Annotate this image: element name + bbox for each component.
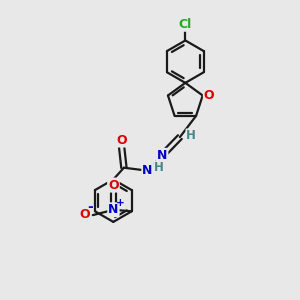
Text: h: h [187,130,195,141]
Text: O: O [108,178,119,192]
Text: O: O [116,134,127,146]
Text: N: N [142,164,153,177]
Text: N: N [108,203,118,216]
Text: -: - [88,200,93,214]
Text: Cl: Cl [179,18,192,31]
Text: H: H [186,129,196,142]
Text: N: N [157,149,167,162]
Text: O: O [79,208,90,221]
Text: +: + [116,198,124,208]
Text: O: O [204,89,214,102]
Text: H: H [154,161,164,174]
